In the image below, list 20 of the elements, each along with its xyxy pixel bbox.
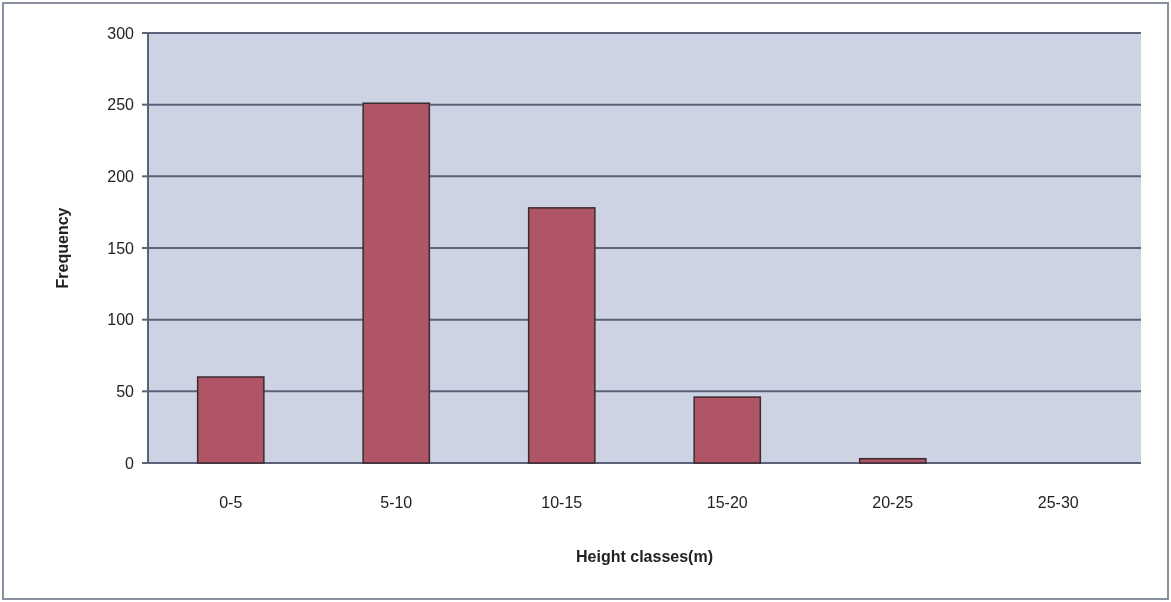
y-tick-label: 100 <box>107 311 135 329</box>
x-tick-label: 20-25 <box>872 494 914 511</box>
x-tick-label: 15-20 <box>706 494 748 511</box>
x-tick-label: 5-10 <box>380 494 413 511</box>
y-tick-label: 0 <box>125 454 135 472</box>
bar <box>362 102 431 464</box>
y-tick-label: 50 <box>116 382 135 400</box>
bar <box>693 396 762 464</box>
bar <box>196 376 265 464</box>
bar <box>858 457 927 464</box>
x-axis-title: Height classes(m) <box>576 548 713 565</box>
bar <box>527 207 596 464</box>
x-tick-label: 10-15 <box>541 494 583 511</box>
y-tick-label: 150 <box>107 239 135 257</box>
y-tick-label: 200 <box>107 167 135 185</box>
y-tick-label: 300 <box>107 24 135 42</box>
y-axis-title: Frequency <box>54 207 71 289</box>
y-tick-label: 250 <box>107 96 135 114</box>
x-tick-label: 25-30 <box>1037 494 1079 511</box>
x-tick-label: 0-5 <box>219 494 243 511</box>
